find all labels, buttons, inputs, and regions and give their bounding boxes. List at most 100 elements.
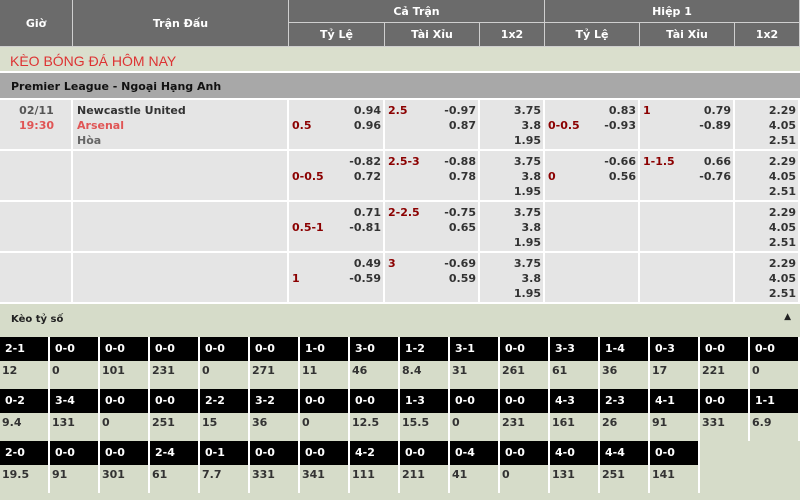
ou-line[interactable]: 3 (388, 257, 396, 270)
score-cell[interactable]: 0-0 0 (300, 389, 350, 441)
score-cell[interactable]: 4-0 131 (550, 441, 600, 493)
score-cell[interactable]: 0-0 0 (100, 389, 150, 441)
match-row[interactable]: 02/11 19:30 Newcastle United Arsenal Hòa… (0, 100, 800, 151)
score-cell[interactable]: 0-0 331 (700, 389, 750, 441)
h1_ou_odds-value[interactable]: 0.66 (703, 155, 731, 168)
hcp_odds-value[interactable]: 0.49 (353, 257, 381, 270)
x12-odds[interactable]: 3.8 (521, 119, 542, 132)
score-cell[interactable]: 2-2 15 (200, 389, 250, 441)
score-cell[interactable]: 0-0 0 (750, 337, 800, 389)
h1_hcp-line[interactable]: 0 (548, 170, 556, 183)
x12-odds[interactable]: 3.8 (521, 170, 542, 183)
score-cell[interactable]: 0-0 0 (50, 337, 100, 389)
h1_hcp-line[interactable]: 0-0.5 (548, 119, 580, 132)
ou_odds-value[interactable]: 0.78 (448, 170, 476, 183)
hcp_odds-value[interactable]: -0.81 (349, 221, 381, 234)
h1-x12-odds[interactable]: 2.51 (768, 134, 796, 147)
ou_odds-value[interactable]: 0.87 (448, 119, 476, 132)
score-cell[interactable]: 0-0 101 (100, 337, 150, 389)
x12-odds[interactable]: 1.95 (513, 236, 541, 249)
score-cell[interactable]: 4-3 161 (550, 389, 600, 441)
h1-x12-odds[interactable]: 2.51 (768, 236, 796, 249)
score-cell[interactable]: 3-4 131 (50, 389, 100, 441)
score-cell[interactable]: 0-0 141 (650, 441, 700, 493)
h1_hcp_odds-value[interactable]: 0.56 (608, 170, 636, 183)
h1_ou_odds-value[interactable]: 0.79 (703, 104, 731, 117)
hcp_odds-value[interactable]: 0.96 (353, 119, 381, 132)
score-cell[interactable]: 0-2 9.4 (0, 389, 50, 441)
league-row[interactable]: Premier League - Ngoại Hạng Anh (0, 73, 800, 100)
score-cell[interactable]: 2-1 12 (0, 337, 50, 389)
score-cell[interactable]: 1-4 36 (600, 337, 650, 389)
score-cell[interactable]: 3-0 46 (350, 337, 400, 389)
h1-x12-odds[interactable]: 2.51 (768, 287, 796, 300)
h1-x12-odds[interactable]: 4.05 (768, 170, 796, 183)
ou_odds-value[interactable]: 0.65 (448, 221, 476, 234)
score-cell[interactable]: 1-3 15.5 (400, 389, 450, 441)
score-cell[interactable]: 0-0 331 (250, 441, 300, 493)
score-cell[interactable]: 0-0 231 (150, 337, 200, 389)
x12-odds[interactable]: 3.75 (513, 206, 541, 219)
score-cell[interactable]: 1-1 6.9 (750, 389, 800, 441)
score-cell[interactable]: 0-0 251 (150, 389, 200, 441)
hcp_odds-value[interactable]: 0.72 (353, 170, 381, 183)
x12-odds[interactable]: 1.95 (513, 185, 541, 198)
h1-x12-odds[interactable]: 4.05 (768, 221, 796, 234)
score-cell[interactable]: 0-0 221 (700, 337, 750, 389)
match-row[interactable]: 1 0.49 -0.59 3 -0.69 0.59 3.75 3.8 1.95 2.29 4.05 2… (0, 253, 800, 304)
ou_odds-value[interactable]: -0.75 (444, 206, 476, 219)
score-cell[interactable]: 0-0 12.5 (350, 389, 400, 441)
ou_odds-value[interactable]: 0.59 (448, 272, 476, 285)
score-cell[interactable]: 1-2 8.4 (400, 337, 450, 389)
x12-odds[interactable]: 1.95 (513, 287, 541, 300)
away-team[interactable]: Arsenal (77, 119, 124, 132)
ou_odds-value[interactable]: -0.69 (444, 257, 476, 270)
score-cell[interactable]: 0-0 341 (300, 441, 350, 493)
h1-x12-odds[interactable]: 2.51 (768, 185, 796, 198)
home-team[interactable]: Newcastle United (77, 104, 186, 117)
score-cell[interactable]: 2-3 26 (600, 389, 650, 441)
hcp-line[interactable]: 0-0.5 (292, 170, 324, 183)
hcp_odds-value[interactable]: -0.82 (349, 155, 381, 168)
score-cell[interactable]: 4-2 111 (350, 441, 400, 493)
h1-x12-odds[interactable]: 2.29 (768, 155, 796, 168)
score-cell[interactable]: 1-0 11 (300, 337, 350, 389)
score-cell[interactable]: 0-0 91 (50, 441, 100, 493)
score-cell[interactable]: 0-4 41 (450, 441, 500, 493)
correct-score-header[interactable]: Kèo tỷ số ▲ (0, 304, 800, 336)
ou-line[interactable]: 2.5 (388, 104, 408, 117)
h1_ou-line[interactable]: 1-1.5 (643, 155, 675, 168)
h1_hcp_odds-value[interactable]: -0.66 (604, 155, 636, 168)
score-cell[interactable]: 2-4 61 (150, 441, 200, 493)
score-cell[interactable]: 0-0 271 (250, 337, 300, 389)
score-cell[interactable]: 0-0 261 (500, 337, 550, 389)
score-cell[interactable]: 2-0 19.5 (0, 441, 50, 493)
match-row[interactable]: 0-0.5 -0.82 0.72 2.5-3 -0.88 0.78 0 -0.66 0.56 1-… (0, 151, 800, 202)
score-cell[interactable]: 0-0 211 (400, 441, 450, 493)
score-cell[interactable]: 0-3 17 (650, 337, 700, 389)
h1_ou_odds-value[interactable]: -0.76 (699, 170, 731, 183)
score-cell[interactable]: 4-4 251 (600, 441, 650, 493)
h1-x12-odds[interactable]: 4.05 (768, 119, 796, 132)
x12-odds[interactable]: 3.75 (513, 257, 541, 270)
hcp-line[interactable]: 0.5-1 (292, 221, 324, 234)
score-cell[interactable]: 0-0 231 (500, 389, 550, 441)
x12-odds[interactable]: 3.75 (513, 104, 541, 117)
hcp_odds-value[interactable]: 0.94 (353, 104, 381, 117)
score-cell[interactable]: 0-1 7.7 (200, 441, 250, 493)
x12-odds[interactable]: 1.95 (513, 134, 541, 147)
score-cell[interactable]: 0-0 0 (200, 337, 250, 389)
h1-x12-odds[interactable]: 4.05 (768, 272, 796, 285)
x12-odds[interactable]: 3.8 (521, 221, 542, 234)
h1-x12-odds[interactable]: 2.29 (768, 104, 796, 117)
score-cell[interactable]: 3-2 36 (250, 389, 300, 441)
ou_odds-value[interactable]: -0.97 (444, 104, 476, 117)
score-cell[interactable]: 4-1 91 (650, 389, 700, 441)
hcp_odds-value[interactable]: -0.59 (349, 272, 381, 285)
score-cell[interactable]: 0-0 0 (500, 441, 550, 493)
match-row[interactable]: 0.5-1 0.71 -0.81 2-2.5 -0.75 0.65 3.75 3.8 1.95 2… (0, 202, 800, 253)
ou-line[interactable]: 2.5-3 (388, 155, 420, 168)
h1-x12-odds[interactable]: 2.29 (768, 257, 796, 270)
h1_hcp_odds-value[interactable]: 0.83 (608, 104, 636, 117)
caret-up-icon[interactable]: ▲ (784, 312, 791, 322)
